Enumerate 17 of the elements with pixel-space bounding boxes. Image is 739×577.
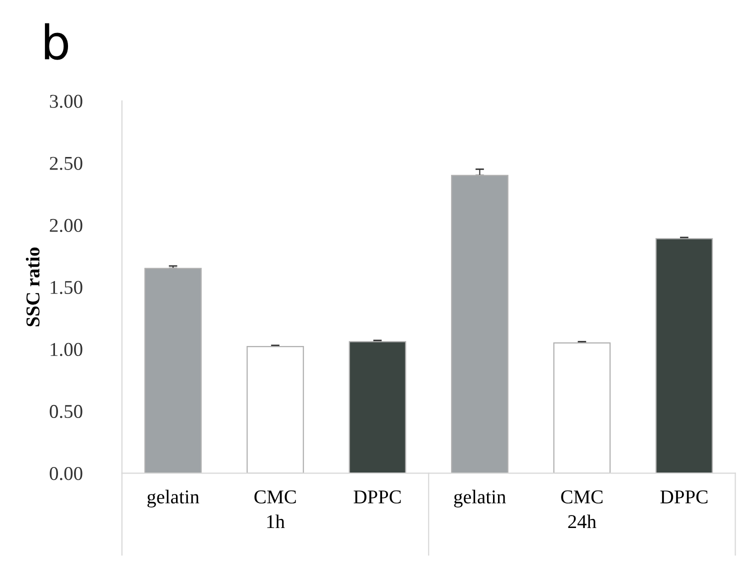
y-tick-label: 1.50 bbox=[50, 280, 82, 294]
x-tick-label: gelatin bbox=[454, 490, 506, 508]
chart-title: b bbox=[44, 23, 68, 60]
text: 24h bbox=[568, 514, 596, 528]
x-tick-label: CMC bbox=[254, 490, 296, 504]
x-tick-label: gelatin bbox=[147, 490, 200, 508]
y-axis-title: SSC ratio bbox=[26, 248, 40, 326]
y-tick-label: 2.00 bbox=[50, 218, 82, 232]
text: 1h bbox=[267, 514, 285, 528]
y-tick-label: 2.50 bbox=[50, 156, 82, 170]
x-tick-label: DPPC bbox=[660, 490, 708, 504]
y-tick-label: 1.00 bbox=[50, 342, 82, 356]
y-tick-label: 3.00 bbox=[50, 94, 82, 108]
y-tick-label: 0.00 bbox=[50, 466, 82, 480]
x-tick-label: CMC bbox=[561, 490, 603, 504]
x-tick-label: DPPC bbox=[354, 490, 401, 504]
y-tick-label: 0.50 bbox=[50, 404, 82, 418]
